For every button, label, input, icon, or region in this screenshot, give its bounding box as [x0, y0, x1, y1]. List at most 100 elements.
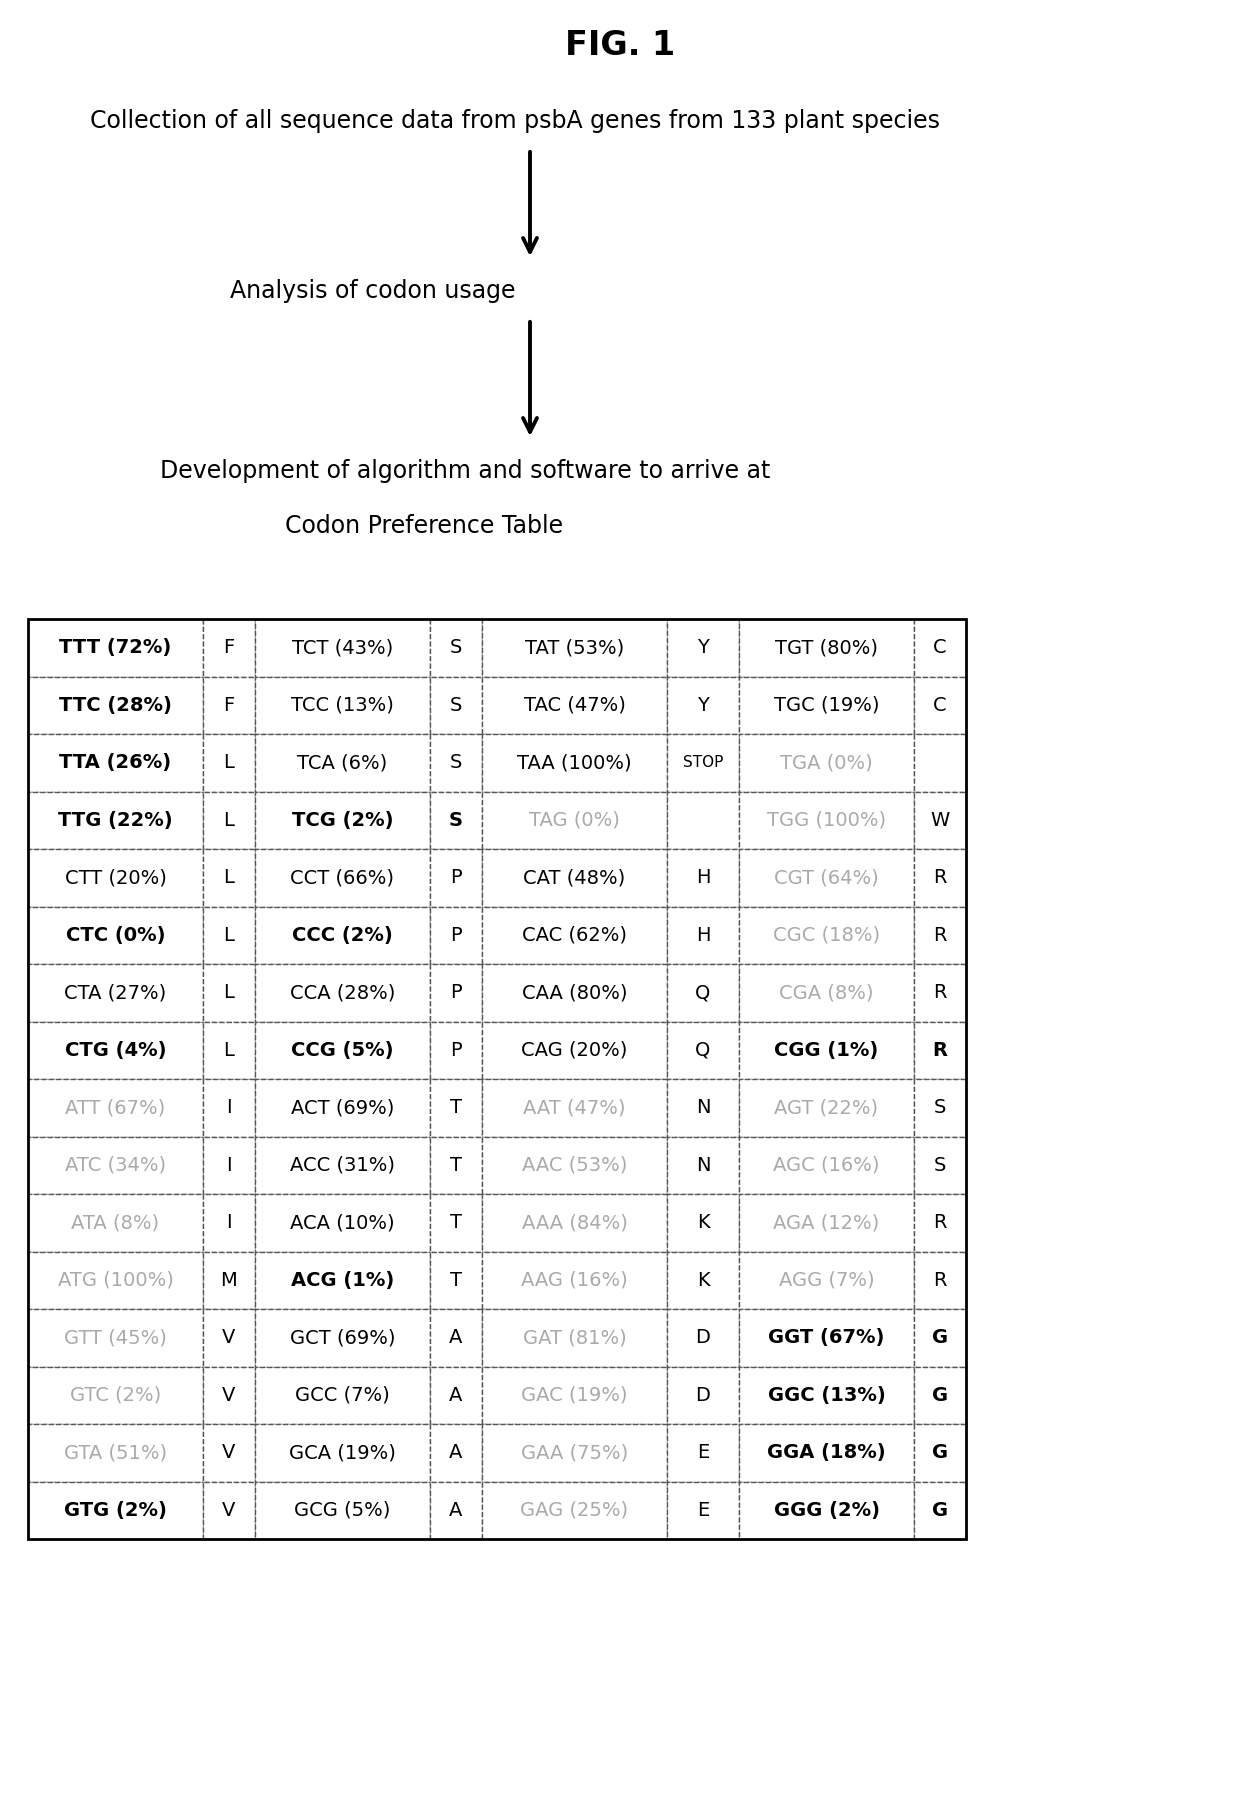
Bar: [482, 1194, 667, 1252]
Bar: [914, 848, 966, 906]
Text: GGC (13%): GGC (13%): [768, 1386, 885, 1406]
Text: CTG (4%): CTG (4%): [64, 1040, 166, 1060]
Bar: [203, 1136, 255, 1194]
Text: F: F: [223, 696, 234, 715]
Bar: [739, 1366, 914, 1424]
Text: GTC (2%): GTC (2%): [69, 1386, 161, 1406]
Bar: [739, 906, 914, 964]
Text: GAG (25%): GAG (25%): [521, 1501, 629, 1520]
Text: T: T: [450, 1270, 463, 1290]
Bar: [203, 906, 255, 964]
Text: GCG (5%): GCG (5%): [294, 1501, 391, 1520]
Text: GGG (2%): GGG (2%): [774, 1501, 879, 1520]
Text: A: A: [449, 1444, 463, 1462]
Bar: [914, 734, 966, 792]
Bar: [203, 848, 255, 906]
Bar: [914, 792, 966, 848]
Bar: [203, 677, 255, 734]
Bar: [482, 677, 667, 734]
Text: S: S: [449, 810, 463, 830]
Text: TTC (28%): TTC (28%): [60, 696, 172, 715]
Text: TTA (26%): TTA (26%): [60, 753, 171, 772]
Text: S: S: [934, 1156, 946, 1174]
Text: R: R: [934, 1270, 947, 1290]
Bar: [29, 1136, 203, 1194]
Bar: [430, 1366, 482, 1424]
Text: T: T: [450, 1214, 463, 1232]
Bar: [255, 1194, 430, 1252]
Bar: [255, 1252, 430, 1310]
Bar: [203, 1194, 255, 1252]
Text: R: R: [934, 926, 947, 944]
Bar: [29, 619, 966, 1539]
Bar: [203, 619, 255, 677]
Bar: [482, 792, 667, 848]
Text: GAA (75%): GAA (75%): [521, 1444, 629, 1462]
Text: R: R: [934, 1214, 947, 1232]
Text: TCT (43%): TCT (43%): [291, 639, 393, 657]
Bar: [667, 1424, 739, 1482]
Bar: [482, 1078, 667, 1136]
Bar: [739, 848, 914, 906]
Text: CAA (80%): CAA (80%): [522, 984, 627, 1002]
Text: L: L: [223, 1040, 234, 1060]
Bar: [203, 734, 255, 792]
Bar: [482, 1252, 667, 1310]
Bar: [255, 1482, 430, 1539]
Bar: [430, 619, 482, 677]
Text: K: K: [697, 1270, 709, 1290]
Text: ATG (100%): ATG (100%): [57, 1270, 174, 1290]
Bar: [255, 1310, 430, 1366]
Text: S: S: [450, 639, 463, 657]
Text: G: G: [932, 1444, 949, 1462]
Text: CTT (20%): CTT (20%): [64, 868, 166, 886]
Bar: [430, 848, 482, 906]
Bar: [430, 734, 482, 792]
Bar: [739, 1310, 914, 1366]
Text: GCT (69%): GCT (69%): [290, 1328, 396, 1348]
Bar: [667, 1252, 739, 1310]
Text: CCG (5%): CCG (5%): [291, 1040, 394, 1060]
Text: ACG (1%): ACG (1%): [291, 1270, 394, 1290]
Text: P: P: [450, 1040, 461, 1060]
Bar: [203, 1252, 255, 1310]
Text: V: V: [222, 1386, 236, 1406]
Text: ATA (8%): ATA (8%): [72, 1214, 160, 1232]
Text: S: S: [934, 1098, 946, 1118]
Text: TGC (19%): TGC (19%): [774, 696, 879, 715]
Text: G: G: [932, 1328, 949, 1348]
Bar: [667, 734, 739, 792]
Text: I: I: [226, 1098, 232, 1118]
Bar: [914, 1194, 966, 1252]
Text: AAC (53%): AAC (53%): [522, 1156, 627, 1174]
Text: CTC (0%): CTC (0%): [66, 926, 165, 944]
Text: E: E: [697, 1501, 709, 1520]
Bar: [914, 964, 966, 1022]
Text: CGG (1%): CGG (1%): [774, 1040, 879, 1060]
Text: ACA (10%): ACA (10%): [290, 1214, 394, 1232]
Bar: [914, 1310, 966, 1366]
Text: N: N: [696, 1156, 711, 1174]
Bar: [914, 1366, 966, 1424]
Text: TGG (100%): TGG (100%): [766, 810, 887, 830]
Text: CCA (28%): CCA (28%): [290, 984, 396, 1002]
Text: CGA (8%): CGA (8%): [779, 984, 874, 1002]
Text: M: M: [221, 1270, 237, 1290]
Bar: [914, 619, 966, 677]
Bar: [203, 1424, 255, 1482]
Bar: [255, 1078, 430, 1136]
Bar: [667, 619, 739, 677]
Bar: [914, 1078, 966, 1136]
Text: TTG (22%): TTG (22%): [58, 810, 172, 830]
Text: TTT (72%): TTT (72%): [60, 639, 171, 657]
Bar: [255, 677, 430, 734]
Text: I: I: [226, 1214, 232, 1232]
Text: CAT (48%): CAT (48%): [523, 868, 626, 886]
Text: A: A: [449, 1328, 463, 1348]
Bar: [29, 1252, 203, 1310]
Bar: [203, 1078, 255, 1136]
Bar: [430, 964, 482, 1022]
Text: G: G: [932, 1386, 949, 1406]
Text: L: L: [223, 753, 234, 772]
Text: ACC (31%): ACC (31%): [290, 1156, 396, 1174]
